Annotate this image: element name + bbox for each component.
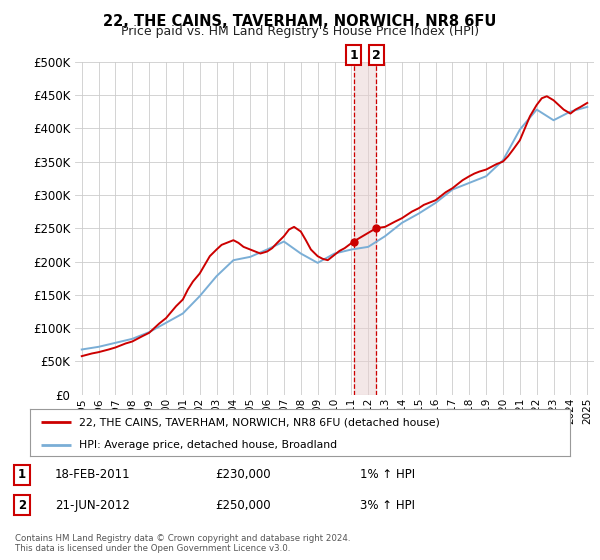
Text: 21-JUN-2012: 21-JUN-2012 xyxy=(55,499,130,512)
Text: £230,000: £230,000 xyxy=(215,468,271,482)
Text: 22, THE CAINS, TAVERHAM, NORWICH, NR8 6FU (detached house): 22, THE CAINS, TAVERHAM, NORWICH, NR8 6F… xyxy=(79,417,439,427)
Text: 18-FEB-2011: 18-FEB-2011 xyxy=(55,468,131,482)
Text: 1: 1 xyxy=(349,49,358,62)
Text: 2: 2 xyxy=(18,499,26,512)
Text: 1: 1 xyxy=(18,468,26,482)
Text: 22, THE CAINS, TAVERHAM, NORWICH, NR8 6FU: 22, THE CAINS, TAVERHAM, NORWICH, NR8 6F… xyxy=(103,14,497,29)
Text: HPI: Average price, detached house, Broadland: HPI: Average price, detached house, Broa… xyxy=(79,440,337,450)
Text: Contains HM Land Registry data © Crown copyright and database right 2024.
This d: Contains HM Land Registry data © Crown c… xyxy=(15,534,350,553)
Text: 1% ↑ HPI: 1% ↑ HPI xyxy=(360,468,415,482)
Text: Price paid vs. HM Land Registry's House Price Index (HPI): Price paid vs. HM Land Registry's House … xyxy=(121,25,479,38)
Text: £250,000: £250,000 xyxy=(215,499,271,512)
Bar xyxy=(353,62,376,395)
Text: 3% ↑ HPI: 3% ↑ HPI xyxy=(360,499,415,512)
Text: 2: 2 xyxy=(372,49,380,62)
